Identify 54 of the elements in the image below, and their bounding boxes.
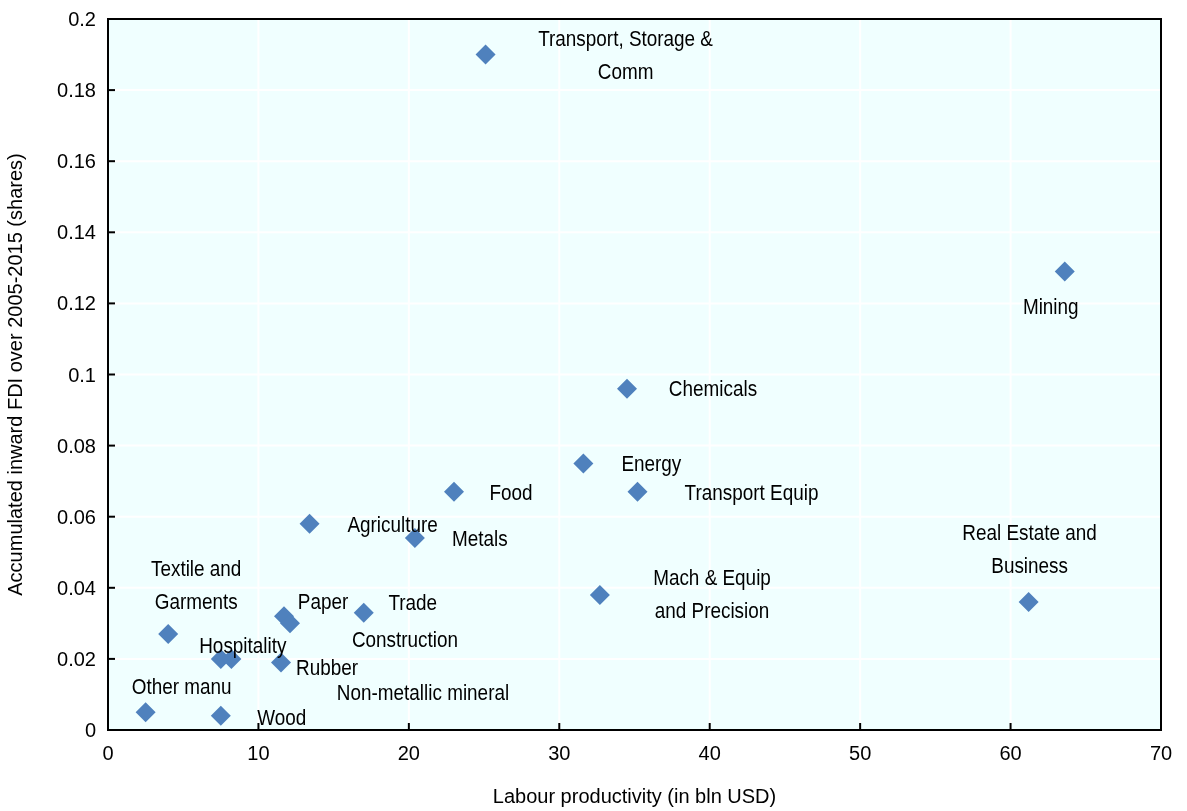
x-tick-label: 40 [698, 742, 721, 764]
x-tick-label: 20 [397, 742, 420, 764]
y-tick-label: 0 [84, 719, 96, 741]
point [443, 481, 464, 502]
point [1018, 592, 1039, 613]
point [573, 453, 594, 474]
x-tick-label: 70 [1149, 742, 1173, 764]
point [589, 584, 610, 605]
annotation: Rubber [295, 654, 359, 680]
y-tick-label: 0.14 [57, 221, 96, 244]
x-tick-label: 50 [849, 742, 872, 764]
point [627, 481, 648, 502]
annotation: Other manu [131, 673, 232, 699]
annotation: Transport, Storage & Comm [538, 25, 714, 84]
annotation: Chemicals [668, 376, 758, 401]
point [210, 705, 231, 726]
point [353, 602, 374, 623]
point [475, 44, 496, 65]
x-axis-title: Labour productivity (in bln USD) [492, 785, 777, 807]
annotation: Agriculture [347, 511, 438, 536]
annotation: Transport Equip [684, 479, 819, 504]
y-tick-label: 0.04 [57, 576, 96, 599]
annotation: Textile and Garments [150, 555, 242, 614]
annotation: Non-metallic mineral [336, 679, 510, 704]
y-tick-label: 0.08 [57, 434, 96, 457]
point [299, 513, 320, 534]
y-tick-label: 0.1 [68, 363, 96, 386]
point [280, 613, 301, 634]
annotation: Construction [351, 626, 459, 651]
annotation: Trade [388, 590, 438, 615]
y-tick-label: 0.12 [57, 292, 96, 315]
x-tick-label: 60 [999, 742, 1022, 764]
annotation: Hospitality [199, 632, 288, 657]
annotation: Metals [452, 525, 508, 551]
annotation: Mining [1022, 293, 1079, 319]
annotation: Real Estate and Business [962, 519, 1097, 578]
point [1054, 261, 1075, 282]
y-tick-label: 0.2 [68, 8, 96, 30]
annotation: Mach & Equip and Precision [653, 564, 771, 623]
x-tick-label: 10 [247, 742, 270, 764]
y-tick-label: 0.06 [57, 505, 96, 528]
x-tick-label: 0 [102, 742, 114, 764]
y-tick-label: 0.02 [57, 647, 96, 670]
annotation: Paper [297, 588, 349, 614]
annotation: Wood [257, 705, 307, 730]
y-tick-label: 0.18 [57, 79, 96, 102]
annotation: Energy [621, 450, 682, 476]
annotation: Food [489, 479, 533, 504]
x-tick-label: 30 [548, 742, 571, 764]
point [135, 702, 156, 723]
point [616, 378, 637, 399]
y-axis-title: Accumulated inward FDI over 2005-2015 (shares) [4, 153, 26, 596]
y-tick-label: 0.16 [57, 150, 96, 173]
point [158, 624, 179, 645]
